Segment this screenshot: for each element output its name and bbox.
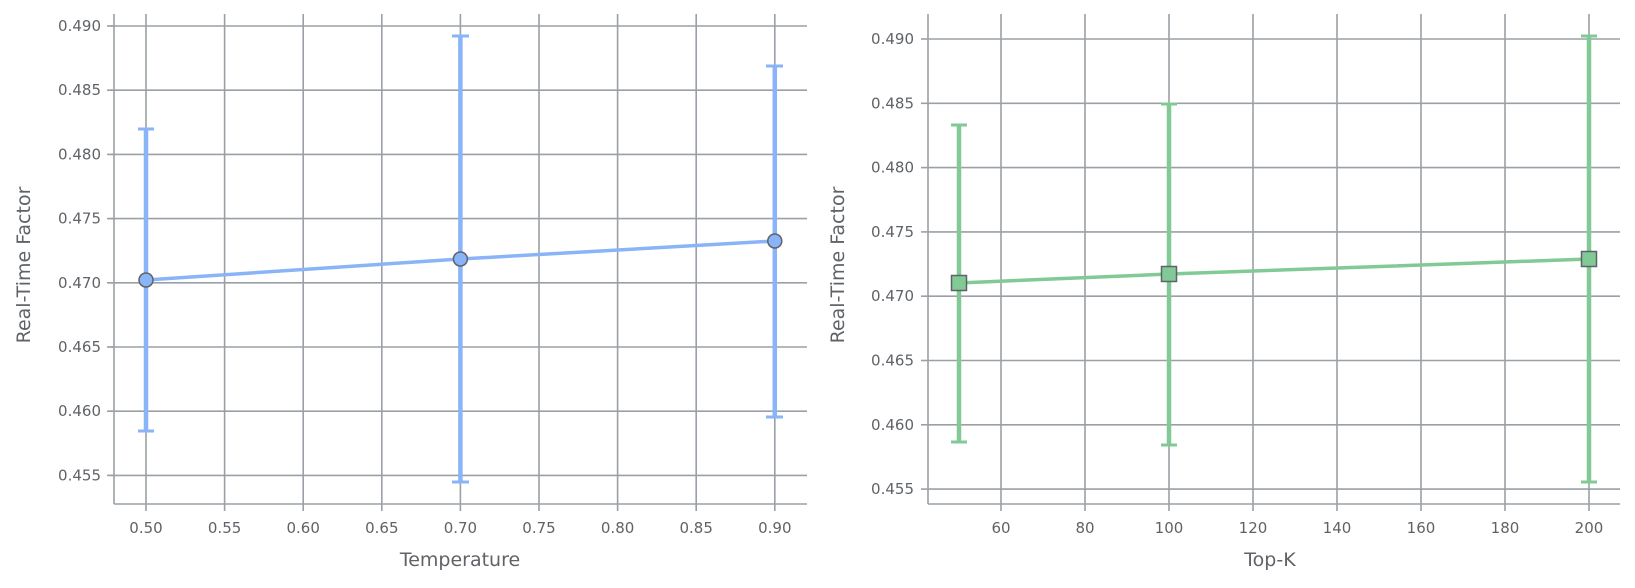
y-tick-label: 0.465 — [871, 352, 914, 370]
x-tick-label: 0.70 — [444, 519, 477, 537]
y-tick-label: 0.475 — [871, 223, 914, 241]
x-tick-label: 0.50 — [129, 519, 162, 537]
right-x-tick-labels: 60 80 100 120 140 160 180 200 — [991, 519, 1603, 537]
y-tick-label: 0.455 — [871, 480, 914, 498]
y-tick-label: 0.485 — [58, 81, 101, 99]
data-point — [950, 274, 968, 292]
y-tick-label: 0.470 — [871, 287, 914, 305]
y-tick-label: 0.455 — [58, 466, 101, 484]
x-tick-label: 140 — [1323, 519, 1352, 537]
y-tick-label: 0.490 — [871, 30, 914, 48]
left-y-axis-label: Real-Time Factor — [13, 186, 35, 343]
data-point — [1160, 265, 1178, 283]
data-point — [767, 233, 783, 249]
x-tick-label: 180 — [1491, 519, 1520, 537]
y-tick-label: 0.480 — [871, 159, 914, 177]
right-axis-spines — [927, 14, 1620, 505]
data-point — [452, 251, 469, 267]
x-tick-label: 0.90 — [758, 519, 791, 537]
data-point — [138, 272, 154, 288]
left-markers — [138, 233, 783, 288]
right-y-axis-label: Real-Time Factor — [827, 186, 849, 343]
x-tick-label: 0.55 — [208, 519, 241, 537]
x-tick-label: 60 — [991, 519, 1010, 537]
x-tick-label: 0.75 — [522, 519, 555, 537]
left-x-axis-label: Temperature — [399, 549, 520, 571]
right-chart-topk: 0.490 0.485 0.480 0.475 0.470 0.465 0.46… — [827, 14, 1620, 571]
right-markers — [950, 250, 1598, 292]
left-y-tick-labels: 0.490 0.485 0.480 0.475 0.470 0.465 0.46… — [58, 17, 101, 484]
y-tick-label: 0.480 — [58, 145, 101, 163]
left-tick-marks — [107, 25, 776, 511]
right-tick-marks — [921, 38, 1590, 511]
x-tick-label: 120 — [1239, 519, 1268, 537]
y-tick-label: 0.475 — [58, 210, 101, 228]
data-point — [1580, 250, 1598, 268]
y-tick-label: 0.460 — [871, 416, 914, 434]
y-tick-label: 0.465 — [58, 338, 101, 356]
right-gridlines — [928, 14, 1620, 504]
right-series-line — [958, 257, 1590, 285]
x-tick-label: 100 — [1155, 519, 1184, 537]
left-x-tick-labels: 0.50 0.55 0.60 0.65 0.70 0.75 0.80 0.85 … — [129, 519, 791, 537]
right-x-axis-label: Top-K — [1243, 549, 1296, 571]
x-tick-label: 160 — [1407, 519, 1436, 537]
left-chart-temperature: 0.490 0.485 0.480 0.475 0.470 0.465 0.46… — [13, 14, 807, 571]
y-tick-label: 0.460 — [58, 402, 101, 420]
x-tick-label: 0.80 — [601, 519, 634, 537]
right-y-tick-labels: 0.490 0.485 0.480 0.475 0.470 0.465 0.46… — [871, 30, 914, 498]
x-tick-label: 0.85 — [679, 519, 712, 537]
x-tick-label: 80 — [1075, 519, 1094, 537]
x-tick-label: 0.65 — [365, 519, 398, 537]
x-tick-label: 200 — [1575, 519, 1604, 537]
y-tick-label: 0.485 — [871, 94, 914, 112]
y-tick-label: 0.490 — [58, 17, 101, 35]
x-tick-label: 0.60 — [286, 519, 319, 537]
y-tick-label: 0.470 — [58, 274, 101, 292]
